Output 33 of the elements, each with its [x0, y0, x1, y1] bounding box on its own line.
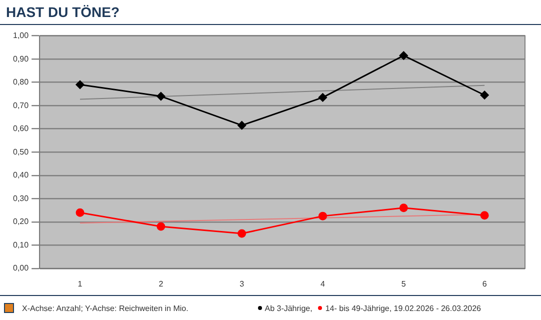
- point: [156, 92, 166, 101]
- y-tick-label: 0,60: [12, 124, 30, 134]
- legend-label: 14- bis 49-Jährige, 19.02.2026 - 26.03.2026: [325, 304, 481, 312]
- x-tick-label: 2: [158, 279, 164, 288]
- x-tick-label: 6: [482, 279, 488, 288]
- point: [480, 211, 489, 220]
- point: [76, 80, 84, 89]
- x-tick-label: 1: [78, 279, 83, 288]
- text: X-Achse: Anzahl; Y-Achse: Reichweiten in Mio.: [22, 304, 188, 312]
- y-tick-label: 0,70: [12, 100, 30, 110]
- y-tick-label: 0,20: [12, 217, 30, 226]
- point: [156, 222, 166, 231]
- y-tick-label: 0,00: [12, 264, 30, 273]
- x-tick-label: 4: [320, 279, 326, 288]
- y-tick-label: 0,80: [12, 78, 30, 87]
- x-tick-label: 5: [401, 279, 406, 288]
- y-tick-label: 0,10: [12, 240, 30, 250]
- chart-title: HAST DU TÖNE?: [6, 4, 120, 20]
- point: [76, 208, 84, 217]
- point: [238, 121, 246, 130]
- point: [399, 51, 408, 60]
- y-tick-label: 0,30: [12, 194, 30, 203]
- point: [238, 229, 246, 238]
- y-tick-label: 1,00: [12, 31, 30, 40]
- point: [318, 93, 327, 102]
- point: [480, 90, 489, 100]
- point: [318, 212, 327, 220]
- legend-label: Ab 3-Jährige,: [264, 304, 312, 312]
- x-tick-label: 3: [240, 279, 245, 288]
- y-tick-label: 0,40: [12, 170, 30, 180]
- point: [399, 204, 408, 212]
- y-tick-label: 0,50: [12, 147, 30, 156]
- y-tick-label: 0,90: [12, 54, 30, 64]
